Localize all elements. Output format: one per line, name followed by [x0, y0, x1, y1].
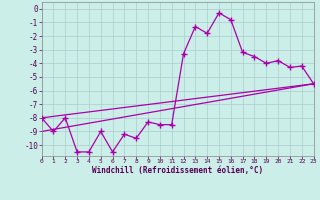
- X-axis label: Windchill (Refroidissement éolien,°C): Windchill (Refroidissement éolien,°C): [92, 166, 263, 175]
